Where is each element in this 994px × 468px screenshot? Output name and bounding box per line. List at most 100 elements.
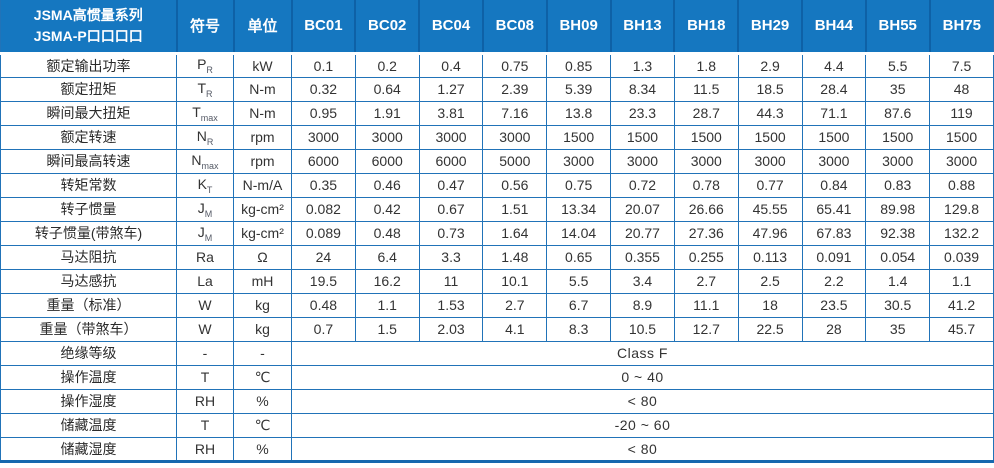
row-label: 操作湿度 <box>0 388 177 414</box>
value-cell: 0.65 <box>546 244 612 270</box>
value-cell: 1500 <box>801 124 867 150</box>
value-cell: 35 <box>865 316 931 342</box>
value-cell: 1.51 <box>482 196 548 222</box>
value-cell: 8.3 <box>546 316 612 342</box>
value-cell: 45.7 <box>929 316 994 342</box>
value-cell: 0.7 <box>291 316 356 342</box>
symbol-base: J <box>197 223 205 240</box>
value-cell: 0.089 <box>291 220 356 246</box>
value-cell: 20.07 <box>610 196 675 222</box>
symbol-base: La <box>197 273 213 289</box>
row-label: 马达阻抗 <box>0 244 177 270</box>
symbol-cell: RH <box>176 388 234 414</box>
value-cell: 1.91 <box>354 100 420 126</box>
symbol-cell: Ra <box>176 244 234 270</box>
symbol-cell: Tmax <box>176 100 234 126</box>
unit-cell: % <box>233 436 292 462</box>
value-cell: 1.64 <box>482 220 548 246</box>
value-cell: 5000 <box>482 148 548 174</box>
row-label: 转子惯量(带煞车) <box>0 220 177 246</box>
symbol-subscript: R <box>206 64 213 75</box>
value-cell: 10.5 <box>610 316 675 342</box>
merged-value-cell: Class F <box>291 340 994 366</box>
table-row: 储藏湿度 RH% < 80 <box>0 436 994 462</box>
value-cell: 3.81 <box>418 100 484 126</box>
model-header: BC04 <box>418 0 483 55</box>
value-cell: 2.9 <box>737 52 803 78</box>
unit-cell: rpm <box>233 124 292 150</box>
symbol-base: N <box>191 151 202 168</box>
value-cell: 0.56 <box>482 172 548 198</box>
value-cell: 8.9 <box>610 292 675 318</box>
value-cell: 0.73 <box>418 220 484 246</box>
value-cell: 0.039 <box>929 244 994 270</box>
model-header: BH55 <box>864 0 930 55</box>
row-label: 重量（标准） <box>0 292 177 318</box>
value-cell: 129.8 <box>929 196 994 222</box>
value-cell: 10.1 <box>482 268 548 294</box>
value-cell: 5.5 <box>546 268 612 294</box>
value-cell: 67.83 <box>801 220 867 246</box>
value-cell: 1.1 <box>354 292 420 318</box>
value-cell: 27.36 <box>673 220 739 246</box>
symbol-cell: - <box>176 340 234 366</box>
value-cell: 92.38 <box>865 220 931 246</box>
value-cell: 0.082 <box>291 196 356 222</box>
symbol-cell: Nmax <box>176 148 234 174</box>
value-cell: 3000 <box>482 124 548 150</box>
row-label: 操作温度 <box>0 364 177 390</box>
value-cell: 0.113 <box>737 244 803 270</box>
value-cell: 132.2 <box>929 220 994 246</box>
value-cell: 3.4 <box>610 268 675 294</box>
value-cell: 1.4 <box>865 268 931 294</box>
value-cell: 41.2 <box>929 292 994 318</box>
value-cell: 6000 <box>418 148 484 174</box>
symbol-base: T <box>200 369 210 385</box>
unit-cell: kg <box>233 292 292 318</box>
symbol-subscript: T <box>206 184 213 195</box>
value-cell: 0.46 <box>354 172 420 198</box>
value-cell: 0.48 <box>291 292 356 318</box>
symbol-base: RH <box>194 440 216 457</box>
value-cell: 0.67 <box>418 196 484 222</box>
value-cell: 2.7 <box>673 268 739 294</box>
value-cell: 11 <box>418 268 484 294</box>
model-header: BH44 <box>801 0 866 55</box>
value-cell: 3000 <box>865 148 931 174</box>
unit-cell: N-m <box>233 76 292 102</box>
model-header: BH75 <box>928 0 994 55</box>
symbol-cell: RH <box>176 436 234 462</box>
value-cell: 1.8 <box>673 52 739 78</box>
value-cell: 0.355 <box>610 244 675 270</box>
table-row: 额定输出功率 PR kW 0.1 0.2 0.4 0.75 0.85 1.3 1.8 2.9 4.4 5… <box>0 52 994 78</box>
model-header: BH13 <box>609 0 675 55</box>
unit-cell: mH <box>233 268 292 294</box>
model-header: BC02 <box>354 0 420 55</box>
symbol-base: N <box>196 127 207 144</box>
table-row: 瞬间最高转速 Nmax rpm 6000 6000 6000 5000 3000 3000 300… <box>0 148 994 174</box>
value-cell: 0.1 <box>291 52 356 78</box>
unit-cell: N-m/A <box>233 172 292 198</box>
merged-value-cell: < 80 <box>291 388 994 414</box>
table-row: 转子惯量(带煞车) JM kg-cm² 0.089 0.48 0.73 1.64 14.04 2… <box>0 220 994 246</box>
symbol-subscript: M <box>204 208 213 219</box>
merged-value-cell: < 80 <box>291 436 994 462</box>
value-cell: 71.1 <box>801 100 867 126</box>
value-cell: 3000 <box>354 124 420 150</box>
unit-cell: - <box>233 340 292 366</box>
value-cell: 30.5 <box>865 292 931 318</box>
value-cell: 13.8 <box>546 100 612 126</box>
value-cell: 18 <box>737 292 803 318</box>
row-label: 瞬间最高转速 <box>0 148 177 174</box>
value-cell: 6000 <box>354 148 420 174</box>
value-cell: 16.2 <box>354 268 420 294</box>
merged-value-cell: -20 ~ 60 <box>291 412 994 438</box>
value-cell: 7.5 <box>929 52 994 78</box>
row-label: 绝缘等级 <box>0 340 177 366</box>
symbol-subscript: max <box>201 160 219 171</box>
value-cell: 2.2 <box>801 268 867 294</box>
symbol-cell: W <box>176 316 234 342</box>
value-cell: 0.64 <box>354 76 420 102</box>
row-label: 额定输出功率 <box>0 52 177 78</box>
